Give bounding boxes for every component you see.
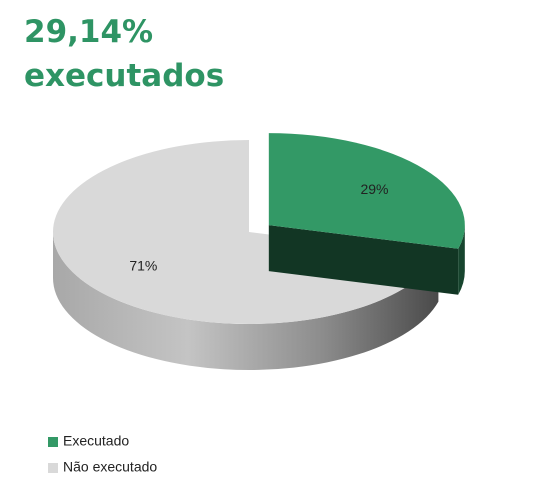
- pie-slice: [268, 133, 465, 249]
- data-label: 71%: [129, 257, 157, 273]
- legend-label: Executado: [63, 433, 129, 449]
- chart-title: 29,14% executados: [24, 14, 225, 94]
- legend-swatch: [48, 463, 58, 473]
- slice-rim: [458, 225, 465, 295]
- slice-wall: [268, 225, 459, 295]
- legend-swatch: [48, 437, 58, 447]
- slice-rim: [53, 232, 439, 371]
- data-label: 29%: [360, 181, 388, 197]
- legend-label: Não executado: [63, 459, 157, 475]
